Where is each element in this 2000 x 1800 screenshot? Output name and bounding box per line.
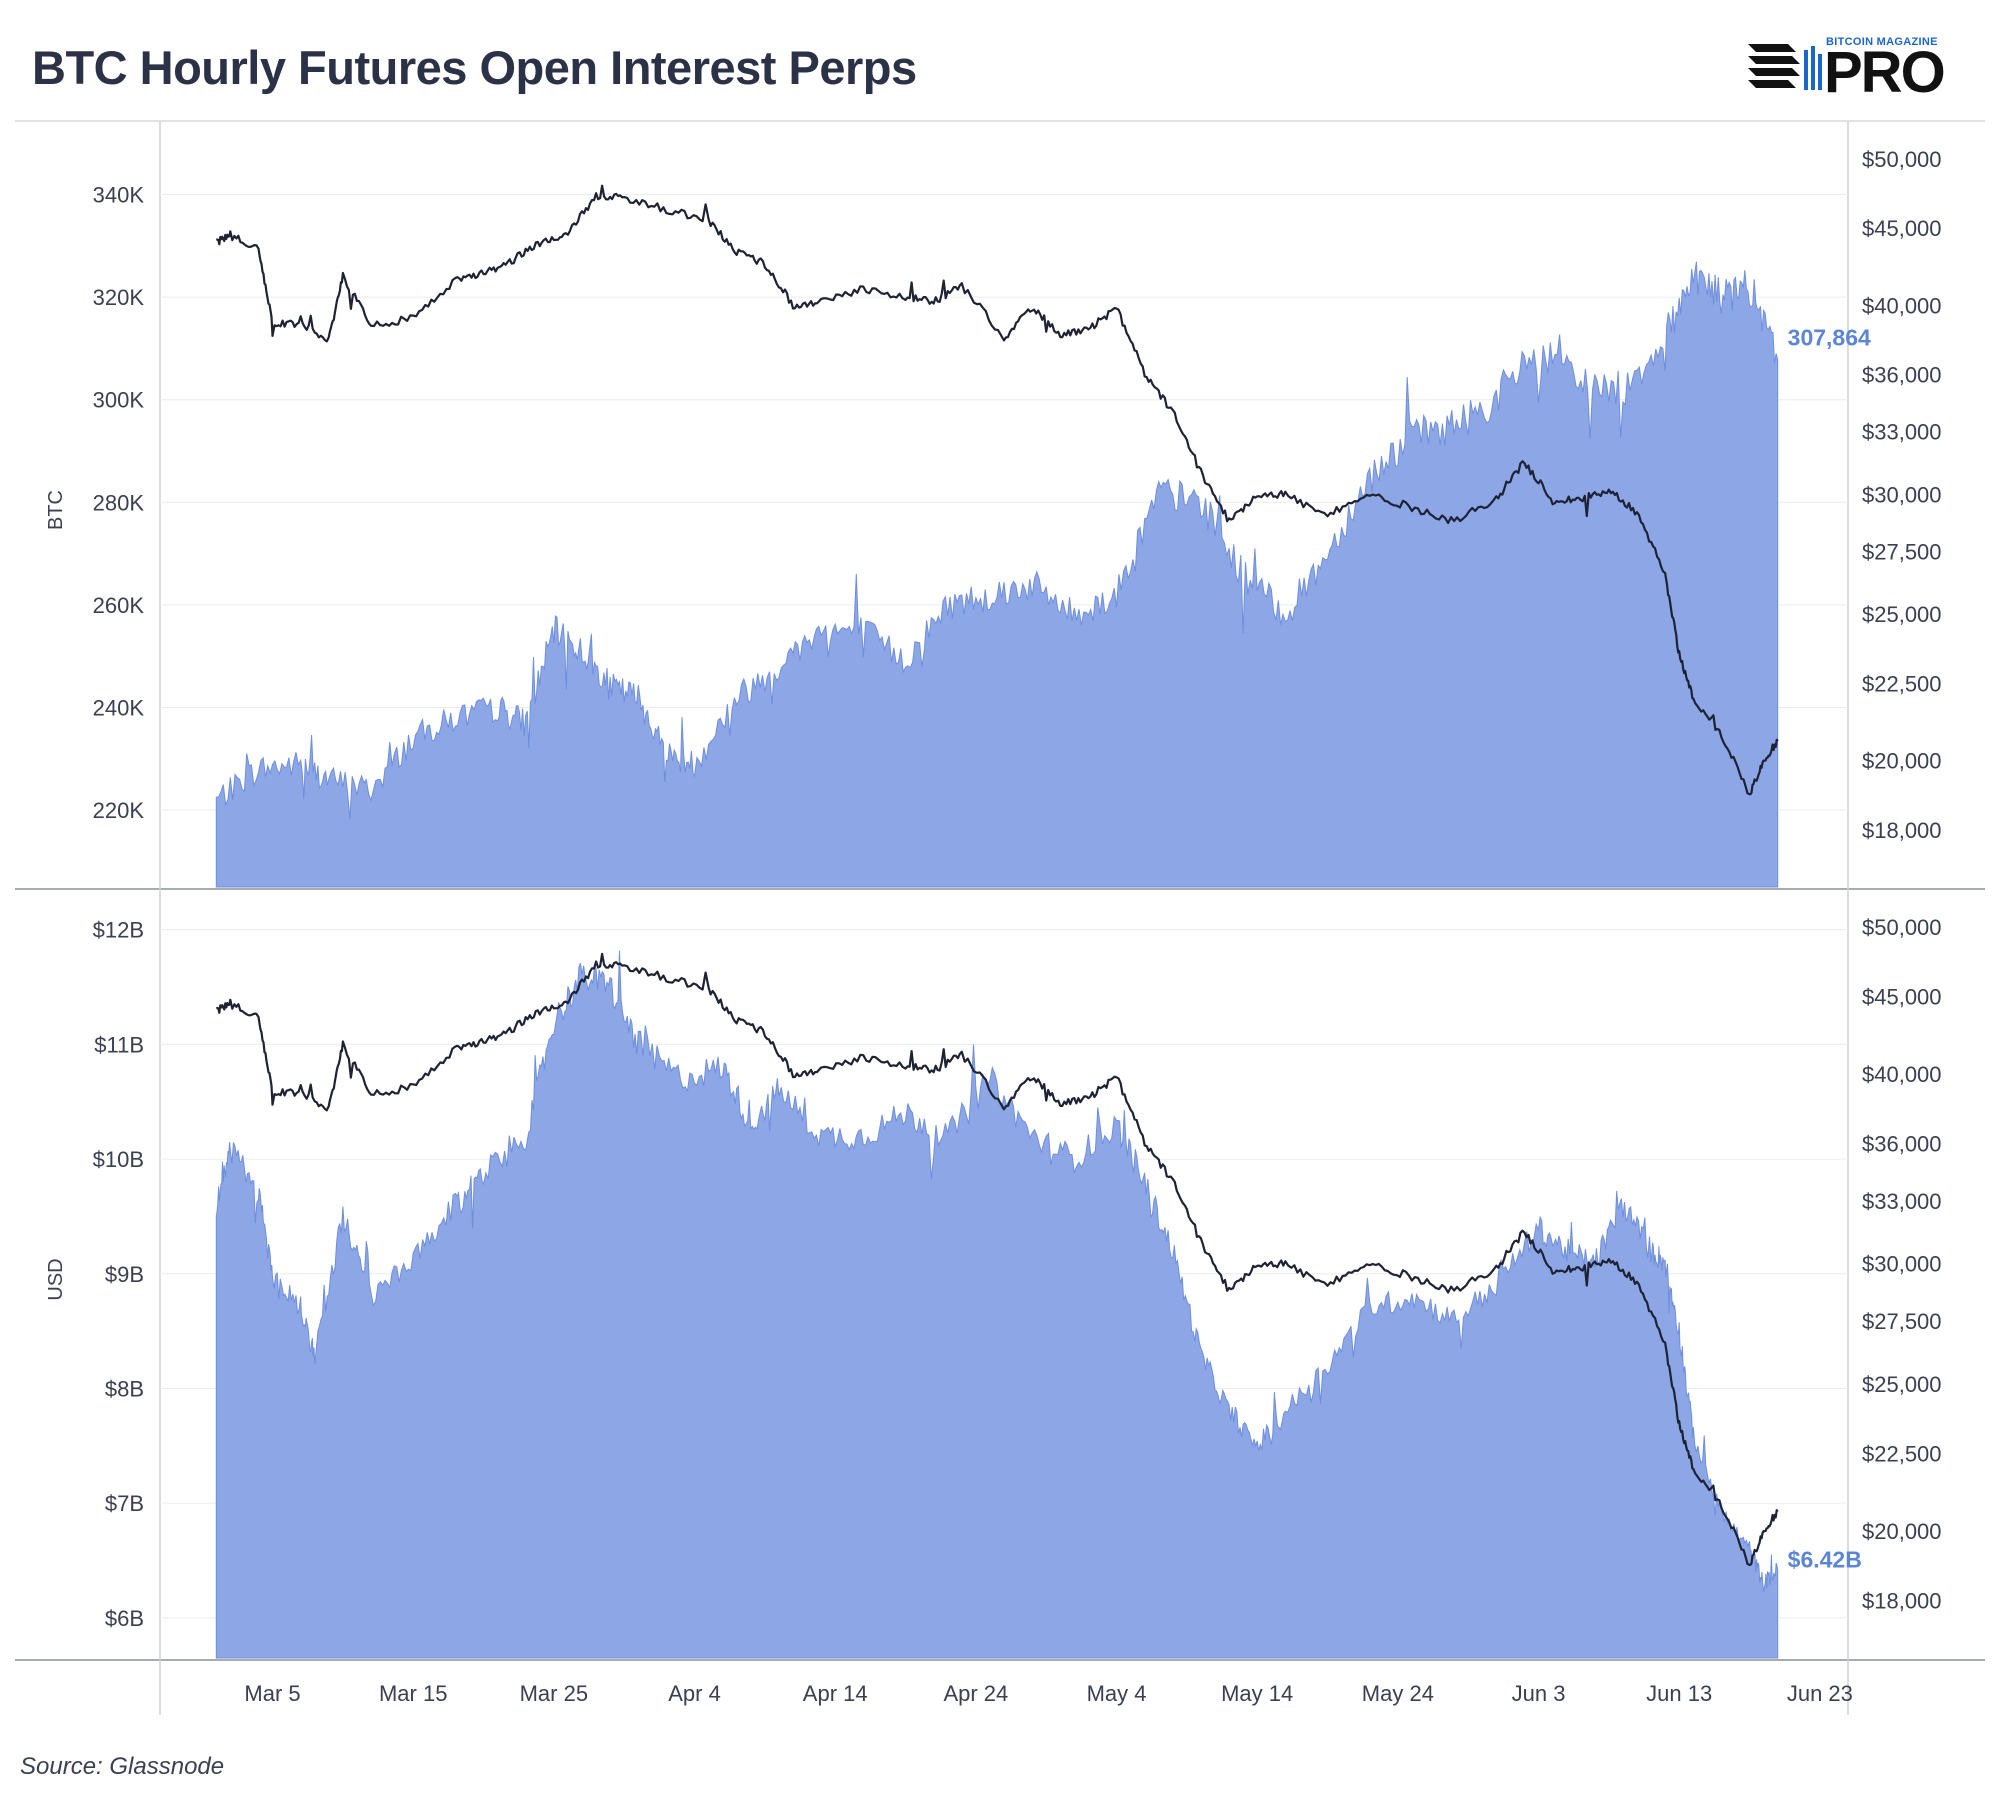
x-axis: Mar 5 Mar 15 Mar 25 Apr 4 Apr 14 Apr 24 May 4 M… [244,1681,1852,1706]
x-tick-label: Apr 24 [943,1681,1008,1706]
y2-tick-label: $45,000 [1862,984,1942,1009]
y2-tick-label: $18,000 [1862,818,1942,843]
btc-price-line [215,184,1779,796]
y2-tick-label: $20,000 [1862,1519,1942,1544]
y2-tick-label: $40,000 [1862,1062,1942,1087]
x-tick-label: Mar 25 [520,1681,588,1706]
y2-tick-label: $27,500 [1862,1309,1942,1334]
x-tick-label: Jun 3 [1512,1681,1566,1706]
y2-tick-label: $45,000 [1862,216,1942,241]
y2-tick-label: $25,000 [1862,602,1942,627]
x-tick-label: Apr 14 [803,1681,868,1706]
y-tick-label: $8B [105,1376,144,1401]
y-tick-label: $12B [93,918,144,943]
y2-tick-label: $25,000 [1862,1372,1942,1397]
y-tick-label: $10B [93,1147,144,1172]
source-caption: Source: Glassnode [20,1753,225,1780]
y2-tick-label: $30,000 [1862,482,1942,507]
open-interest-area [215,261,1779,888]
y-tick-label: 340K [93,183,145,208]
x-tick-label: Mar 15 [379,1681,447,1706]
x-tick-label: May 24 [1362,1681,1434,1706]
y2-tick-label: $20,000 [1862,749,1942,774]
y2-tick-label: $27,500 [1862,539,1942,564]
latest-value-label: 307,864 [1788,324,1871,350]
chart-frame [15,120,1985,1715]
x-tick-label: Mar 5 [244,1681,300,1706]
y2-tick-label: $50,000 [1862,915,1942,940]
y-tick-label: $6B [105,1606,144,1631]
y2-tick-label: $50,000 [1862,147,1942,172]
logo-stripes-icon [1748,44,1822,90]
open-interest-area [215,950,1779,1659]
y2-tick-label: $18,000 [1862,1589,1942,1614]
y-tick-label: 260K [93,593,145,618]
x-tick-label: May 14 [1221,1681,1293,1706]
bitcoin-magazine-pro-logo: BITCOIN MAGAZINE PRO [1748,34,1978,104]
btc-price-line [216,952,1779,1566]
y2-tick-label: $33,000 [1862,1189,1942,1214]
y-axis-label: BTC [45,490,67,530]
y-tick-label: 240K [93,695,145,720]
y-tick-label: $9B [105,1262,144,1287]
x-tick-label: Jun 23 [1787,1681,1853,1706]
y2-tick-label: $33,000 [1862,420,1942,445]
latest-value-label: $6.42B [1788,1547,1862,1573]
y-tick-label: $11B [94,1032,144,1057]
y2-tick-label: $36,000 [1862,1132,1942,1157]
y2-tick-label: $22,500 [1862,671,1942,696]
x-tick-label: Apr 4 [668,1681,721,1706]
y2-tick-label: $40,000 [1862,293,1942,318]
y-tick-label: 300K [93,388,145,413]
y-tick-label: 220K [93,798,145,823]
page-title: BTC Hourly Futures Open Interest Perps [32,41,917,94]
y-tick-label: $7B [105,1491,144,1516]
y2-tick-label: $36,000 [1862,363,1942,388]
logo-top-text: BITCOIN MAGAZINE [1826,36,1938,48]
y2-tick-label: $30,000 [1862,1252,1942,1277]
y-axis-label: USD [45,1258,67,1300]
y-tick-label: 320K [93,285,145,310]
logo-main-text: PRO [1824,40,1946,105]
panel-bottom: $6B $7B $8B $9B $10B $11B $12B $18,000 $20,000 $2… [45,915,1942,1659]
x-tick-label: May 4 [1087,1681,1147,1706]
x-tick-label: Jun 13 [1646,1681,1712,1706]
panel-top: 220K 240K 260K 280K 300K 320K 340K $18,000 $20,0… [45,147,1942,888]
y-tick-label: 280K [93,490,145,515]
y2-tick-label: $22,500 [1862,1441,1942,1466]
